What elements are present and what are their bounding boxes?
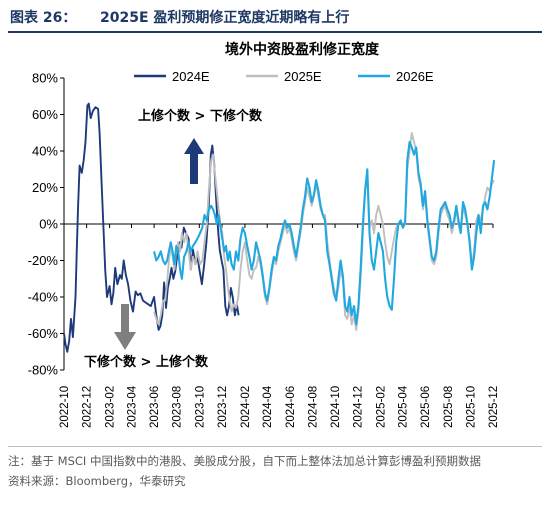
annotation-down: 下修个数 > 上修个数 xyxy=(84,304,209,370)
series-line-2025e xyxy=(153,131,495,331)
x-tick-label: 2024-10 xyxy=(330,386,342,428)
y-tick-label: -40% xyxy=(28,290,59,305)
annotation-up-text: 上修个数 > 下修个数 xyxy=(138,108,263,124)
annotation-up: 上修个数 > 下修个数 xyxy=(138,108,263,184)
x-tick-label: 2025-10 xyxy=(465,386,477,428)
plot-lines xyxy=(63,102,496,353)
series-line-2024e xyxy=(63,102,240,353)
figure-title: 2025E 盈利预期修正宽度近期略有上行 xyxy=(100,10,350,26)
footnote: 注：基于 MSCI 中国指数中的港股、美股成分股，自下而上整体法加总计算彭博盈利… xyxy=(8,454,481,468)
y-tick-label: 0% xyxy=(39,217,58,232)
x-tick-label: 2025-12 xyxy=(488,386,500,428)
x-tick-label: 2025-04 xyxy=(398,385,410,428)
x-tick-label: 2024-02 xyxy=(240,386,252,428)
figure-label: 图表 26： xyxy=(10,10,77,26)
x-tick-label: 2023-10 xyxy=(194,386,206,428)
x-tick-label: 2022-10 xyxy=(59,386,71,428)
x-tick-label: 2024-04 xyxy=(262,385,274,428)
x-tick-label: 2023-04 xyxy=(126,385,138,428)
legend-label-2024e: 2024E xyxy=(172,69,210,84)
x-tick-label: 2024-08 xyxy=(307,386,319,428)
series-line-2026e xyxy=(153,140,496,326)
x-tick-label: 2025-08 xyxy=(443,386,455,428)
x-tick-label: 2023-02 xyxy=(105,386,117,428)
y-tick-label: 40% xyxy=(32,144,58,159)
x-tick-label: 2024-06 xyxy=(285,386,297,428)
figure-header: 图表 26： 2025E 盈利预期修正宽度近期略有上行 xyxy=(8,3,542,33)
legend-label-2026e: 2026E xyxy=(396,69,434,84)
footer: 注：基于 MSCI 中国指数中的港股、美股成分股，自下而上整体法加总计算彭博盈利… xyxy=(8,446,542,491)
x-tick-label: 2024-12 xyxy=(353,386,365,428)
annotation-down-text: 下修个数 > 上修个数 xyxy=(84,354,209,370)
x-axis: 2022-10 2022-12 2023-02 2023-04 2023-06 2023-… xyxy=(59,223,500,428)
y-tick-label: -80% xyxy=(28,363,59,378)
y-axis: -80% -60% -40% -20% 0% 20% 40% 60% 80% xyxy=(28,71,65,378)
y-tick-label: 60% xyxy=(32,107,58,122)
x-tick-label: 2023-06 xyxy=(149,386,161,428)
up-arrow-icon xyxy=(184,138,204,184)
x-tick-label: 2022-12 xyxy=(82,386,94,428)
y-tick-label: -20% xyxy=(28,253,59,268)
y-tick-label: -60% xyxy=(28,326,59,341)
y-tick-label: 20% xyxy=(32,180,58,195)
x-tick-label: 2025-06 xyxy=(420,386,432,428)
legend-label-2025e: 2025E xyxy=(284,69,322,84)
source-note: 资料来源：Bloomberg，华泰研究 xyxy=(8,474,186,488)
x-tick-label: 2023-12 xyxy=(217,386,229,428)
y-tick-label: 80% xyxy=(32,71,58,86)
chart-title: 境外中资股盈利修正宽度 xyxy=(225,41,380,58)
x-tick-label: 2025-02 xyxy=(376,386,388,428)
chart: 境外中资股盈利修正宽度 2024E 2025E 2026E -80% -60% -4… xyxy=(28,41,500,428)
legend: 2024E 2025E 2026E xyxy=(134,69,434,84)
x-tick-label: 2023-08 xyxy=(172,386,184,428)
down-arrow-icon xyxy=(114,304,136,350)
